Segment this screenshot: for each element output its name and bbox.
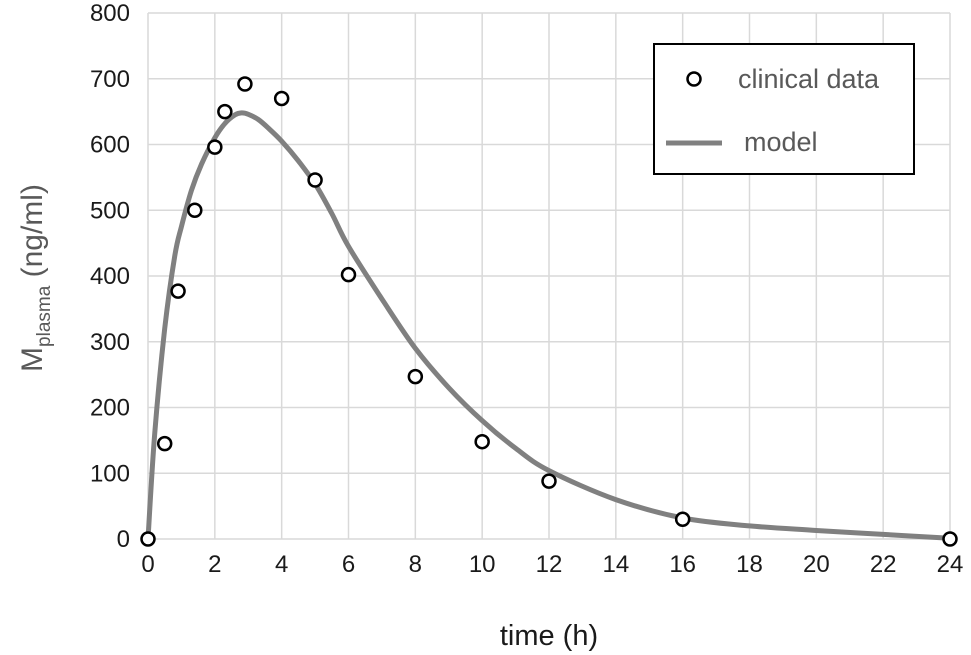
clinical-data-point bbox=[140, 531, 156, 547]
legend-box bbox=[653, 43, 915, 175]
x-tick-label: 4 bbox=[275, 551, 288, 578]
x-tick-label: 8 bbox=[409, 551, 422, 578]
y-axis-title: Mplasma (ng/ml) bbox=[16, 184, 55, 372]
clinical-data-point bbox=[474, 433, 490, 450]
clinical-data-point bbox=[674, 511, 691, 528]
x-tick-label: 18 bbox=[736, 551, 763, 578]
clinical-data-point bbox=[340, 266, 357, 283]
clinical-data-point bbox=[541, 473, 557, 489]
x-tick-label: 24 bbox=[937, 551, 964, 578]
clinical-data-points bbox=[140, 76, 958, 547]
clinical-data-point bbox=[307, 172, 323, 188]
y-tick-label: 100 bbox=[90, 460, 130, 487]
y-axis-title-subscript: plasma bbox=[34, 285, 55, 347]
x-tick-label: 6 bbox=[342, 551, 355, 578]
y-tick-label: 800 bbox=[90, 0, 130, 27]
clinical-data-point bbox=[273, 90, 290, 107]
x-tick-label: 0 bbox=[141, 551, 154, 578]
legend-label-clinical-data: clinical data bbox=[738, 64, 880, 94]
y-tick-label: 0 bbox=[117, 526, 130, 553]
x-tick-labels: 0 2 4 6 8 10 12 14 16 18 20 22 24 bbox=[141, 551, 963, 578]
clinical-data-point bbox=[170, 283, 186, 299]
x-tick-label: 10 bbox=[469, 551, 496, 578]
clinical-data-point bbox=[237, 76, 253, 92]
y-tick-label: 400 bbox=[90, 263, 130, 290]
y-tick-label: 300 bbox=[90, 329, 130, 356]
y-axis-title-unit: (ng/ml) bbox=[16, 184, 49, 286]
legend-marker-clinical-data bbox=[686, 71, 702, 87]
legend: clinical data model bbox=[653, 43, 915, 175]
y-tick-labels: 0 100 200 300 400 500 600 700 800 bbox=[90, 0, 130, 553]
x-tick-label: 22 bbox=[870, 551, 897, 578]
x-tick-label: 20 bbox=[803, 551, 830, 578]
x-tick-label: 16 bbox=[669, 551, 696, 578]
y-tick-label: 500 bbox=[90, 197, 130, 224]
clinical-data-point bbox=[407, 368, 424, 385]
y-tick-label: 700 bbox=[90, 66, 130, 93]
clinical-data-point bbox=[207, 139, 223, 155]
clinical-data-point bbox=[942, 531, 958, 547]
svg-text:Mplasma (ng/ml): Mplasma (ng/ml) bbox=[16, 184, 55, 372]
x-axis-title: time (h) bbox=[500, 620, 598, 652]
y-axis-title-main: M bbox=[16, 347, 49, 372]
legend-label-model: model bbox=[744, 127, 818, 157]
y-tick-label: 200 bbox=[90, 395, 130, 422]
y-tick-label: 600 bbox=[90, 132, 130, 159]
clinical-data-point bbox=[156, 435, 173, 452]
clinical-data-point bbox=[217, 103, 233, 120]
x-tick-label: 2 bbox=[208, 551, 221, 578]
model-curve bbox=[145, 110, 953, 542]
x-tick-label: 14 bbox=[602, 551, 629, 578]
x-tick-label: 12 bbox=[536, 551, 563, 578]
clinical-data-point bbox=[187, 202, 203, 218]
